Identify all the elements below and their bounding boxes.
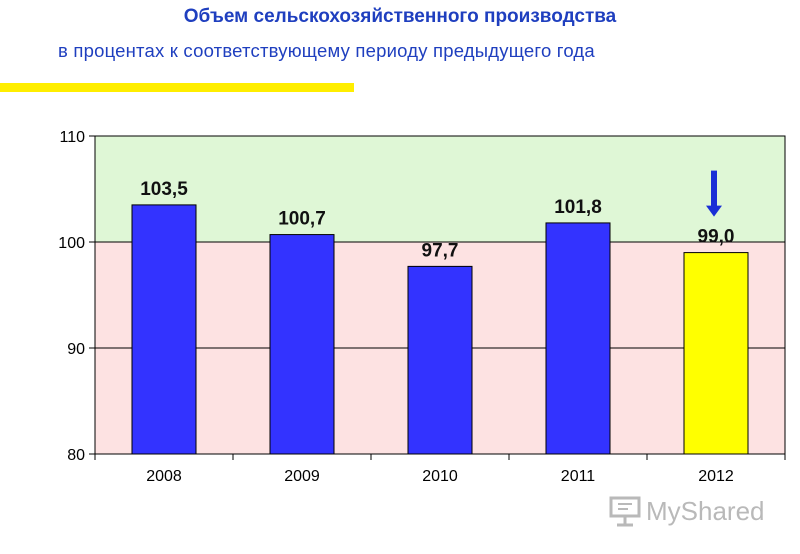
data-label-2009: 100,7 <box>278 209 326 230</box>
accent-bar <box>0 83 354 92</box>
bar-2009 <box>269 234 335 455</box>
data-label-2008: 103,5 <box>140 179 188 200</box>
y-tick-label-90: 90 <box>67 341 85 358</box>
bar-2011 <box>545 222 611 455</box>
decrease-arrow-icon <box>706 205 722 217</box>
y-tick-label-110: 110 <box>59 129 85 146</box>
y-tick-label-100: 100 <box>58 235 85 252</box>
y-tick-label-80: 80 <box>67 447 85 464</box>
bar-2010 <box>407 265 473 455</box>
bar-2008 <box>131 204 197 455</box>
data-label-2011: 101,8 <box>554 197 602 218</box>
x-tick-label-2012: 2012 <box>698 468 734 485</box>
data-label-2012: 99,0 <box>698 227 735 248</box>
watermark-text: MyShared <box>646 495 765 526</box>
chart-subtitle: в процентах к соответствующему периоду п… <box>58 40 595 61</box>
x-tick-label-2008: 2008 <box>146 468 182 485</box>
data-label-2010: 97,7 <box>422 240 459 261</box>
x-tick-label-2010: 2010 <box>422 468 458 485</box>
x-tick-label-2009: 2009 <box>284 468 320 485</box>
presentation-screen-icon <box>609 496 641 527</box>
decrease-arrow-shaft <box>711 170 717 208</box>
plot-zone-above-baseline <box>95 136 785 242</box>
x-tick-label-2011: 2011 <box>561 468 596 485</box>
watermark-logo: MyShared <box>608 494 765 528</box>
chart-title: Объем сельскохозяйственного производства <box>183 6 617 27</box>
bar-2012 <box>683 252 749 455</box>
